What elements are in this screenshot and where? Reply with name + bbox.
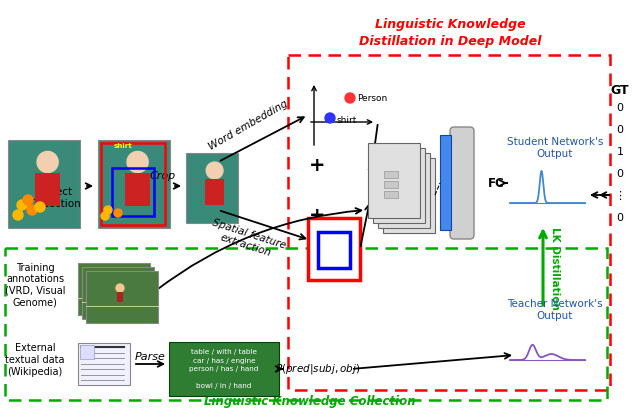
Circle shape bbox=[13, 210, 23, 220]
Bar bbox=[78, 263, 150, 315]
Bar bbox=[205, 179, 225, 205]
Text: GT: GT bbox=[611, 83, 629, 96]
Text: +: + bbox=[308, 205, 325, 225]
Bar bbox=[318, 232, 350, 268]
Text: Student Network's
Output: Student Network's Output bbox=[507, 137, 603, 159]
Bar bbox=[384, 191, 398, 198]
Text: LK Distillation: LK Distillation bbox=[550, 227, 560, 310]
Bar bbox=[373, 148, 425, 223]
Text: 1: 1 bbox=[616, 147, 623, 157]
Text: 0: 0 bbox=[616, 125, 623, 135]
Bar bbox=[112, 168, 154, 216]
Bar bbox=[125, 173, 150, 206]
Text: External
textual data
(Wikipedia): External textual data (Wikipedia) bbox=[5, 344, 65, 377]
Text: Parse: Parse bbox=[134, 352, 165, 362]
Text: Object
Detection: Object Detection bbox=[29, 187, 81, 209]
Text: table / with / table
car / has / engine
person / has / hand

bowl / in / hand: table / with / table car / has / engine … bbox=[189, 349, 259, 389]
Circle shape bbox=[35, 202, 45, 212]
Bar bbox=[80, 345, 94, 359]
Circle shape bbox=[27, 205, 37, 215]
Bar bbox=[288, 55, 610, 390]
Text: shirt: shirt bbox=[114, 143, 132, 149]
Bar bbox=[368, 143, 420, 218]
Text: ⋮: ⋮ bbox=[614, 191, 625, 201]
Circle shape bbox=[325, 113, 335, 123]
Bar bbox=[384, 181, 398, 188]
Bar bbox=[78, 343, 130, 385]
Text: 0: 0 bbox=[616, 169, 623, 179]
Text: 0: 0 bbox=[616, 213, 623, 223]
Text: Linguistic Knowledge Collection: Linguistic Knowledge Collection bbox=[204, 395, 416, 408]
Circle shape bbox=[23, 195, 33, 205]
Text: $P(pred|subj, obj)$: $P(pred|subj, obj)$ bbox=[275, 362, 361, 376]
Circle shape bbox=[114, 209, 122, 217]
Text: 0: 0 bbox=[616, 103, 623, 113]
Circle shape bbox=[101, 212, 109, 220]
Circle shape bbox=[345, 93, 355, 103]
Bar bbox=[186, 153, 238, 223]
Text: FC: FC bbox=[488, 176, 505, 189]
FancyBboxPatch shape bbox=[169, 342, 279, 396]
Bar bbox=[383, 158, 435, 233]
Bar bbox=[117, 292, 123, 302]
Text: Training
annotations
(VRD, Visual
Genome): Training annotations (VRD, Visual Genome… bbox=[4, 263, 65, 308]
Text: Person: Person bbox=[357, 93, 387, 103]
Text: +: + bbox=[308, 155, 325, 174]
FancyBboxPatch shape bbox=[450, 127, 474, 239]
Circle shape bbox=[127, 151, 148, 173]
Text: Teacher Network's
Output: Teacher Network's Output bbox=[507, 299, 603, 321]
Bar bbox=[378, 153, 430, 228]
Circle shape bbox=[206, 162, 223, 179]
Bar bbox=[440, 135, 451, 230]
Text: Word embedding: Word embedding bbox=[207, 98, 289, 152]
Text: shirt: shirt bbox=[337, 116, 357, 124]
Bar bbox=[35, 173, 60, 206]
Text: Linguistic Knowledge
Distillation in Deep Model: Linguistic Knowledge Distillation in Dee… bbox=[359, 18, 541, 48]
Bar bbox=[82, 267, 154, 319]
Bar bbox=[101, 143, 165, 225]
Bar bbox=[308, 218, 360, 280]
Bar bbox=[5, 248, 607, 400]
Bar bbox=[384, 171, 398, 178]
Circle shape bbox=[104, 206, 112, 214]
Text: Spatial feature
extraction: Spatial feature extraction bbox=[207, 218, 287, 262]
Bar bbox=[98, 140, 170, 228]
Circle shape bbox=[116, 284, 124, 292]
Bar bbox=[86, 271, 158, 323]
Bar bbox=[8, 140, 80, 228]
Text: Crop: Crop bbox=[150, 171, 176, 181]
Circle shape bbox=[37, 151, 58, 173]
Circle shape bbox=[17, 200, 27, 210]
